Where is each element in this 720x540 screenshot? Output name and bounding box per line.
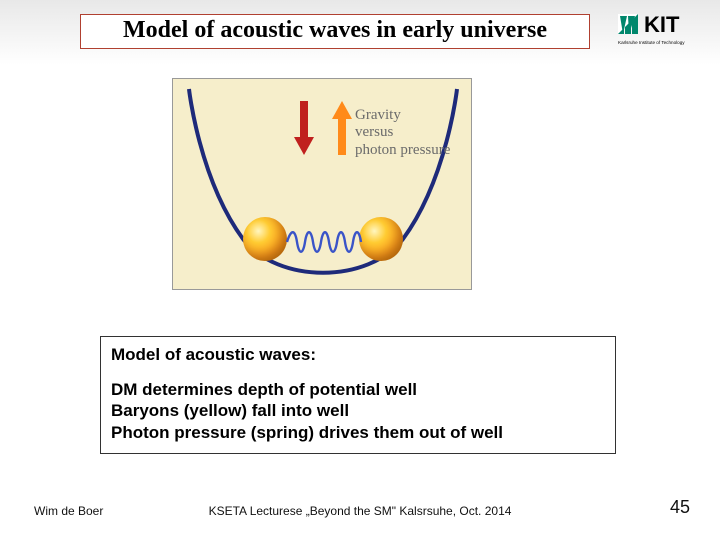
- label-line-2: versus: [355, 124, 450, 141]
- photon-pressure-arrow-icon: [329, 99, 355, 157]
- title-box: Model of acoustic waves in early univers…: [80, 14, 590, 49]
- logo-text: KIT: [644, 12, 680, 37]
- caption-lead: Model of acoustic waves:: [111, 345, 605, 365]
- footer-venue: KSETA Lecturese „Beyond the SM" Kalsrsuh…: [0, 504, 720, 518]
- caption-line-2: Baryons (yellow) fall into well: [111, 400, 605, 421]
- diagram-wrap: Gravity versus photon pressure: [172, 78, 472, 294]
- photon-spring-icon: [285, 229, 363, 255]
- caption-line-1: DM determines depth of potential well: [111, 379, 605, 400]
- page-title: Model of acoustic waves in early univers…: [89, 17, 581, 44]
- footer-page: 45: [670, 497, 690, 518]
- label-line-1: Gravity: [355, 107, 450, 124]
- gravity-arrow-icon: [291, 99, 317, 157]
- kit-logo: KIT Karlsruhe Institute of Technology: [618, 12, 704, 46]
- caption-line-3: Photon pressure (spring) drives them out…: [111, 422, 605, 443]
- logo-tagline: Karlsruhe Institute of Technology: [618, 40, 685, 45]
- gravity-vs-photon-label: Gravity versus photon pressure: [355, 107, 450, 159]
- label-line-3: photon pressure: [355, 142, 450, 159]
- caption-box: Model of acoustic waves: DM determines d…: [100, 336, 616, 454]
- baryon-ball-right: [359, 217, 403, 261]
- acoustic-diagram: Gravity versus photon pressure: [172, 78, 472, 290]
- slide: Model of acoustic waves in early univers…: [0, 0, 720, 540]
- baryon-ball-left: [243, 217, 287, 261]
